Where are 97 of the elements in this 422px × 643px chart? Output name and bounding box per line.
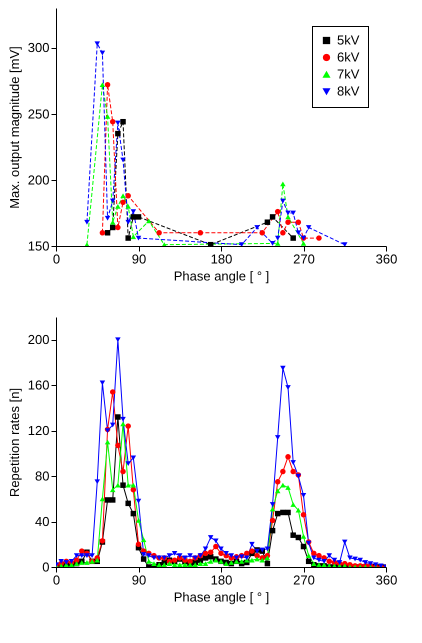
point	[285, 210, 291, 216]
point	[285, 219, 291, 225]
point	[290, 235, 296, 241]
point	[296, 219, 302, 225]
point	[110, 118, 116, 124]
point	[100, 82, 106, 88]
point	[274, 236, 280, 240]
y-tick-label: 120	[28, 423, 50, 438]
y-tick-label: 40	[35, 514, 50, 530]
y-axis-title: Repetition rates [n]	[6, 388, 22, 498]
point	[130, 510, 136, 516]
point	[100, 50, 106, 56]
point	[264, 219, 270, 225]
point	[254, 225, 260, 230]
point	[104, 230, 110, 236]
point	[104, 114, 110, 119]
point	[285, 214, 291, 220]
x-tick-label: 180	[210, 252, 232, 266]
x-tick-label: 360	[376, 252, 398, 266]
point	[274, 510, 280, 516]
point	[120, 193, 126, 198]
point	[115, 120, 121, 126]
point	[84, 220, 90, 225]
point	[130, 234, 136, 240]
y-tick-label: 150	[28, 238, 50, 254]
point	[146, 218, 152, 224]
x-tick-label: 270	[293, 252, 315, 266]
point	[285, 510, 291, 516]
point	[198, 230, 204, 236]
point	[120, 200, 126, 206]
point	[110, 198, 116, 204]
point	[274, 208, 280, 214]
y-tick-label: 200	[28, 332, 50, 348]
point	[125, 204, 131, 209]
point	[280, 230, 286, 236]
y-tick-label: 200	[28, 172, 50, 188]
point	[270, 240, 276, 246]
point	[136, 214, 142, 220]
y-axis-title: Max. output magnitude [mV]	[6, 46, 22, 209]
y-tick-label: 160	[28, 378, 50, 393]
point	[136, 236, 142, 240]
point	[140, 556, 146, 562]
point	[110, 220, 116, 225]
point	[125, 193, 131, 198]
point	[125, 235, 131, 241]
point	[104, 82, 110, 88]
x-tick-label: 90	[132, 252, 146, 266]
legend-label: 8kV	[337, 84, 360, 98]
point	[130, 209, 136, 214]
x-axis-title: Phase angle [ ° ]	[174, 590, 270, 604]
point	[104, 216, 110, 221]
point	[130, 214, 136, 220]
point	[120, 482, 126, 488]
point	[125, 500, 131, 506]
point	[115, 130, 121, 136]
point	[115, 224, 121, 230]
point	[115, 204, 121, 209]
y-tick-label: 80	[35, 468, 50, 484]
point	[270, 214, 276, 220]
legend-label: 6kV	[337, 50, 360, 64]
x-tick-label: 180	[210, 572, 232, 588]
point	[110, 497, 116, 503]
point	[208, 242, 214, 246]
point	[280, 181, 286, 186]
point	[120, 158, 126, 162]
point	[270, 528, 276, 534]
point	[120, 118, 126, 124]
point	[306, 558, 312, 564]
point	[306, 225, 312, 230]
legend-label: 5kV	[337, 32, 360, 48]
x-tick-label: 0	[52, 572, 60, 588]
point	[104, 497, 110, 503]
point	[100, 230, 106, 236]
legend-label: 7kV	[337, 66, 360, 82]
x-tick-label: 0	[52, 252, 60, 266]
y-tick-label: 250	[28, 106, 50, 122]
point	[110, 224, 116, 230]
point	[290, 532, 296, 538]
y-tick-label: 300	[28, 40, 50, 56]
point	[280, 198, 286, 204]
point	[296, 230, 302, 236]
point	[264, 560, 270, 566]
x-tick-label: 90	[132, 572, 146, 588]
x-tick-label: 270	[293, 572, 315, 588]
x-axis-title: Phase angle [ ° ]	[174, 268, 270, 284]
point	[290, 210, 296, 216]
point	[316, 235, 322, 241]
point	[260, 230, 265, 236]
point	[296, 534, 302, 540]
point	[115, 414, 121, 420]
point	[342, 242, 348, 246]
x-tick-label: 360	[376, 572, 398, 588]
point	[125, 220, 131, 225]
y-tick-label: 0	[42, 560, 50, 574]
point	[156, 230, 162, 236]
point	[280, 510, 286, 516]
point	[300, 544, 306, 550]
